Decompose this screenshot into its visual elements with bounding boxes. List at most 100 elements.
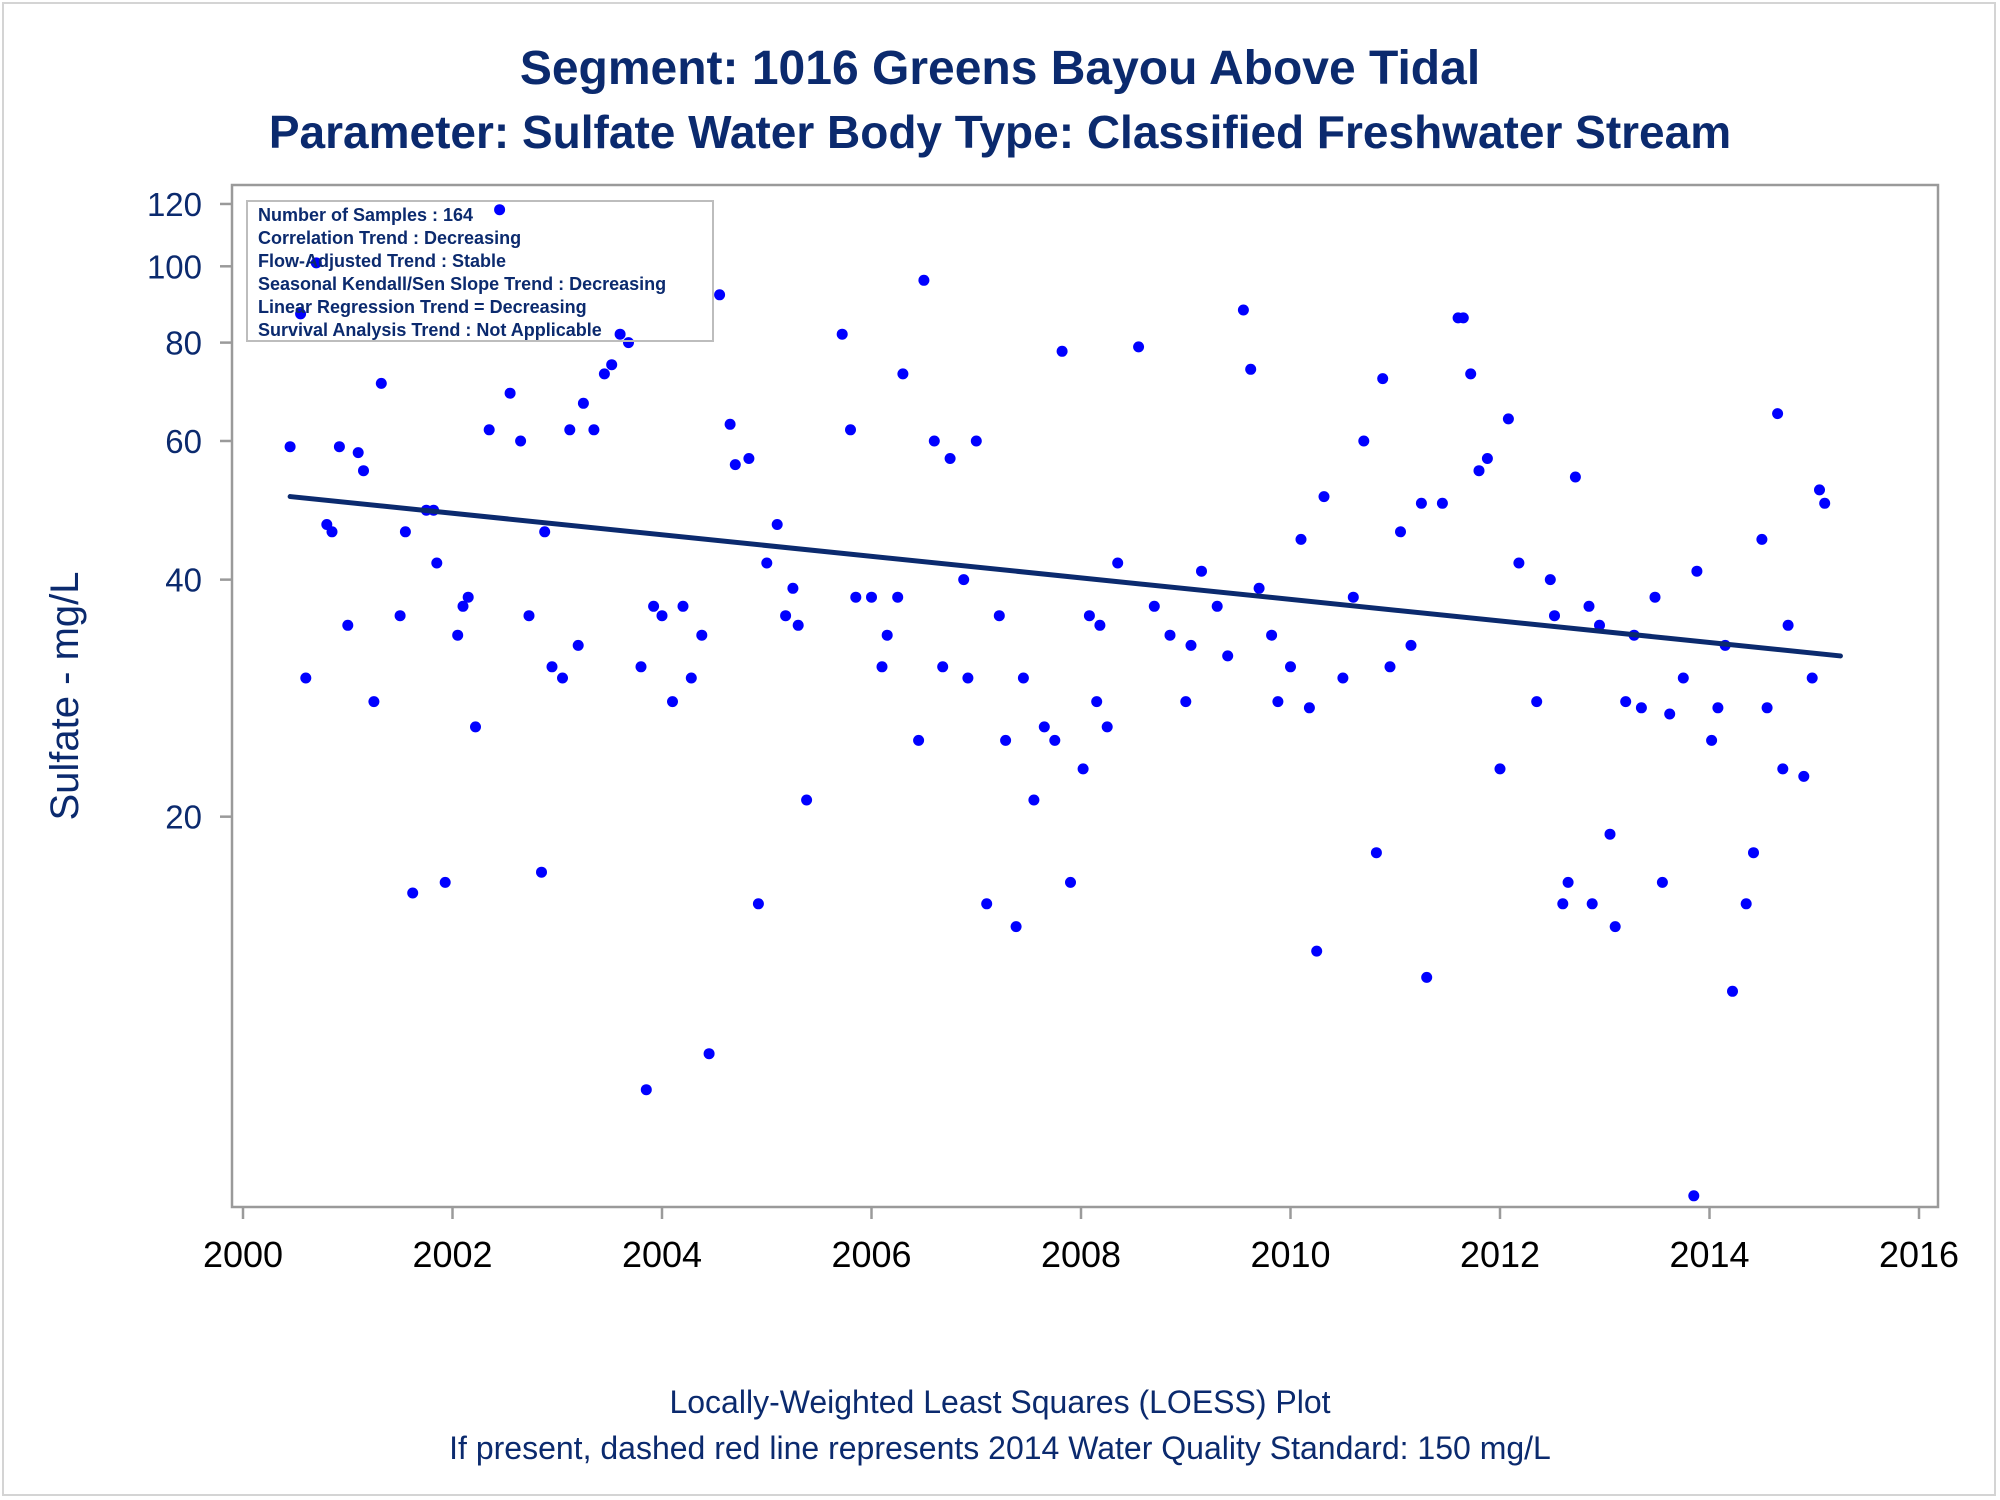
data-point [394,610,406,622]
data-point [970,435,982,447]
data-point [648,600,660,612]
data-point [801,794,813,806]
data-point [1311,945,1323,957]
data-point [1756,533,1768,545]
data-point [1112,557,1124,569]
data-point [787,582,799,594]
data-point [1465,368,1477,380]
data-point [1562,876,1574,888]
y-axis: 20 40 60 80 100 120 [147,186,232,836]
data-point [358,465,369,477]
data-point [515,435,527,447]
data-point [1531,696,1543,708]
data-point [1656,876,1668,888]
data-point [1569,471,1581,483]
data-point [1772,408,1784,420]
trend-summary-line: Seasonal Kendall/Sen Slope Trend : Decre… [258,274,666,294]
data-point [1782,619,1794,631]
data-point [1609,921,1621,933]
data-point [572,639,584,651]
data-point [1594,619,1605,631]
data-point [1814,484,1825,496]
data-point [431,557,443,569]
data-point [1377,373,1389,385]
x-tick-label: 2000 [203,1234,283,1275]
chart-title: Segment: 1016 Greens Bayou Above Tidal [520,42,1480,95]
data-point [792,619,804,631]
data-point [656,610,668,622]
data-point [993,610,1005,622]
data-point [1748,847,1759,859]
trend-summary-border [246,200,714,342]
data-point [743,453,755,464]
data-point [876,661,888,673]
data-point [1421,971,1433,983]
data-point [1065,876,1076,888]
data-point [623,337,634,349]
data-point [310,257,322,269]
data-point [326,526,338,538]
data-point [696,629,708,641]
data-point [1266,629,1278,641]
data-point [1094,619,1106,631]
data-point [577,397,589,409]
data-point [1017,672,1029,684]
data-point [928,435,940,447]
data-point [1620,696,1632,708]
data-point [881,629,893,641]
trend-summary-line: Flow-Adjusted Trend : Stable [258,251,506,271]
data-point [1712,702,1724,714]
plot-area [230,183,1940,1209]
data-point [470,721,481,733]
data-point [1091,696,1103,708]
data-point [523,610,535,622]
data-point [958,574,970,586]
data-point [1164,629,1176,641]
data-point [1635,702,1647,714]
data-point [729,459,741,471]
trend-summary-line: Correlation Trend : Decreasing [258,228,521,248]
trend-summary-box: Number of Samples : 164 Correlation Trend… [246,200,714,342]
x-tick-label: 2016 [1879,1234,1959,1275]
data-point [1337,672,1349,684]
data-point [588,424,600,436]
data-point [457,600,469,612]
footnote-standard: If present, dashed red line represents 2… [449,1430,1551,1466]
data-point [850,591,862,603]
x-tick-label: 2004 [622,1234,702,1275]
trend-summary-line: Linear Regression Trend = Decreasing [258,297,587,317]
data-point [1237,304,1249,316]
data-point [1415,497,1427,509]
data-point [897,368,909,380]
data-point [1370,847,1382,859]
data-point [342,619,354,631]
data-point [1557,898,1569,910]
data-point [1196,565,1207,577]
data-point [1706,734,1718,746]
data-point [1010,921,1022,933]
data-point [918,274,930,286]
data-point [1148,600,1160,612]
data-point [1384,661,1396,673]
data-point [1583,600,1595,612]
data-point [1245,363,1257,375]
data-point [1777,763,1789,775]
data-point [546,661,558,673]
x-tick-label: 2010 [1250,1234,1330,1275]
data-point [399,526,411,538]
data-point [1819,497,1831,509]
x-tick-label: 2008 [1041,1234,1121,1275]
data-point [1604,828,1616,840]
data-point [598,368,610,380]
data-point [771,519,783,530]
data-point [1347,591,1359,603]
data-point [1038,721,1050,733]
data-point [1544,574,1556,586]
data-point [1049,734,1061,746]
data-point [483,424,495,436]
data-point [1395,526,1406,538]
y-tick-label: 80 [165,325,202,362]
data-point [1436,497,1448,509]
